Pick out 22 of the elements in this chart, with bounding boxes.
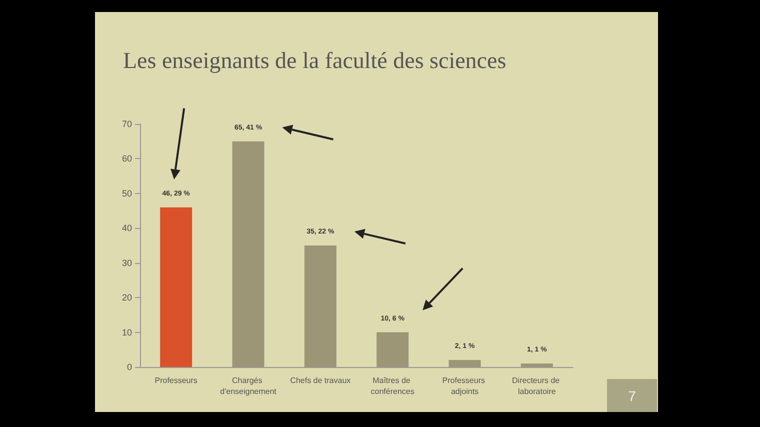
bar	[520, 364, 553, 367]
bar	[304, 246, 336, 367]
chart-title: Les enseignants de la faculté des sciences	[123, 48, 506, 74]
x-tick-label: Chefs de travaux	[290, 376, 351, 385]
y-tick-label: 60	[122, 154, 132, 164]
x-tick-label: Professeurs	[154, 376, 198, 385]
x-tick-label: Maîtres de conférences	[370, 376, 414, 396]
y-tick-label: 0	[126, 362, 132, 372]
bar	[160, 207, 192, 367]
x-tick-label: Professeurs adjoints	[442, 376, 488, 396]
text: 7	[607, 379, 657, 412]
bar	[376, 332, 409, 367]
bar	[232, 141, 264, 367]
y-tick-label: 30	[122, 258, 132, 268]
y-tick-label: 50	[122, 188, 132, 198]
y-tick-label: 10	[122, 327, 132, 338]
y-tick-label: 40	[122, 223, 132, 234]
x-tick-label: Chargés d'enseignement	[220, 376, 278, 396]
bar	[448, 360, 481, 367]
x-tick-label: Directeurs de laboratoire	[512, 376, 562, 396]
y-tick-label: 20	[122, 292, 132, 303]
y-tick-label: 70	[122, 119, 132, 129]
